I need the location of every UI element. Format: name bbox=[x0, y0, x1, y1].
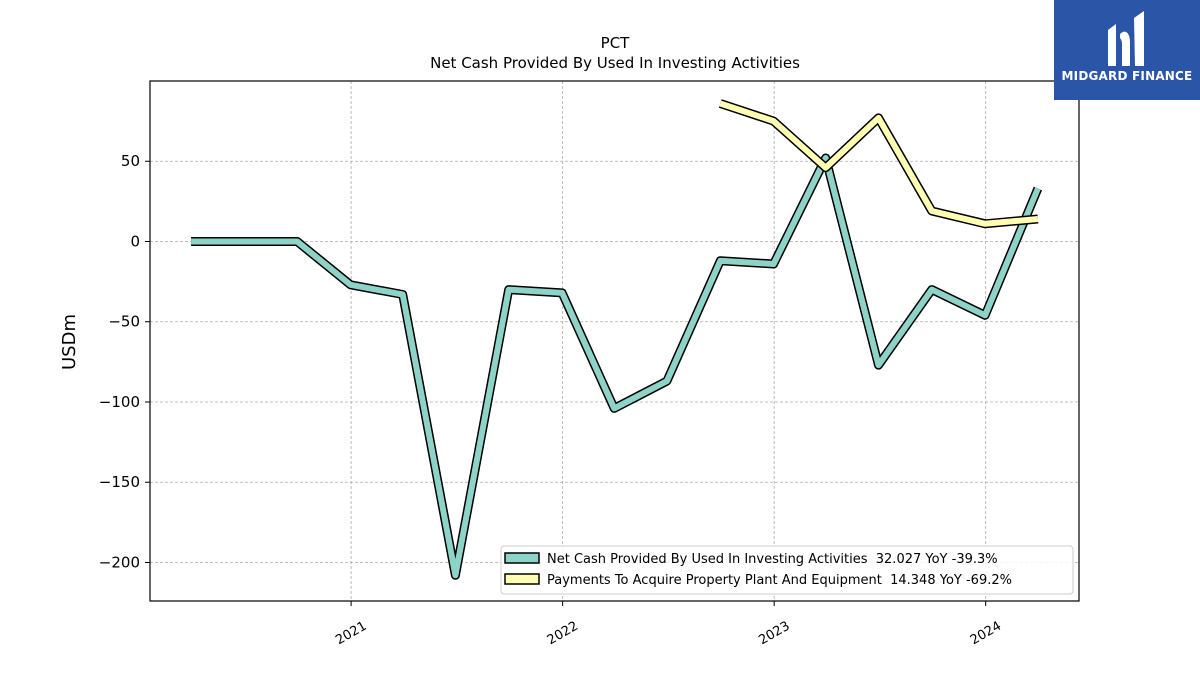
y-tick-label: −200 bbox=[99, 553, 140, 571]
legend-box bbox=[500, 545, 1074, 595]
chart-title: PCT bbox=[601, 34, 631, 52]
y-tick-label: −100 bbox=[99, 393, 140, 411]
legend-swatch-ppe bbox=[504, 573, 540, 585]
series-line-outline bbox=[191, 153, 1043, 580]
y-tick-label: 0 bbox=[130, 232, 140, 250]
y-tick-label: 50 bbox=[121, 152, 140, 170]
x-ticks: 2021 2022 2023 2024 bbox=[333, 601, 1004, 648]
y-axis-label: USDm bbox=[59, 314, 80, 370]
x-tick-label: 2023 bbox=[756, 619, 792, 649]
x-tick-label: 2024 bbox=[968, 619, 1004, 649]
y-tick-label: −50 bbox=[108, 313, 140, 331]
series-line bbox=[191, 155, 1041, 579]
x-tick-label: 2021 bbox=[333, 619, 369, 649]
series-layer bbox=[191, 99, 1043, 580]
y-ticks: 50 0 −50 −100 −150 −200 bbox=[99, 152, 150, 571]
series-1 bbox=[718, 99, 1039, 229]
brand-logo: MIDGARD FINANCE bbox=[1054, 0, 1200, 100]
plot-frame bbox=[149, 80, 1080, 602]
y-tick-label: −150 bbox=[99, 473, 140, 491]
brand-name: MIDGARD FINANCE bbox=[1061, 69, 1193, 83]
legend-label-ppe: Payments To Acquire Property Plant And E… bbox=[547, 573, 1012, 588]
x-tick-label: 2022 bbox=[545, 619, 581, 649]
legend-label-net-cash: Net Cash Provided By Used In Investing A… bbox=[547, 552, 998, 567]
legend-swatch-net-cash bbox=[504, 552, 540, 564]
chart-subtitle: Net Cash Provided By Used In Investing A… bbox=[430, 54, 800, 72]
logo-mark-icon bbox=[1108, 11, 1144, 66]
grid bbox=[150, 81, 1079, 601]
series-0 bbox=[191, 153, 1043, 580]
legend: Net Cash Provided By Used In Investing A… bbox=[500, 545, 1074, 595]
series-line bbox=[719, 100, 1039, 227]
